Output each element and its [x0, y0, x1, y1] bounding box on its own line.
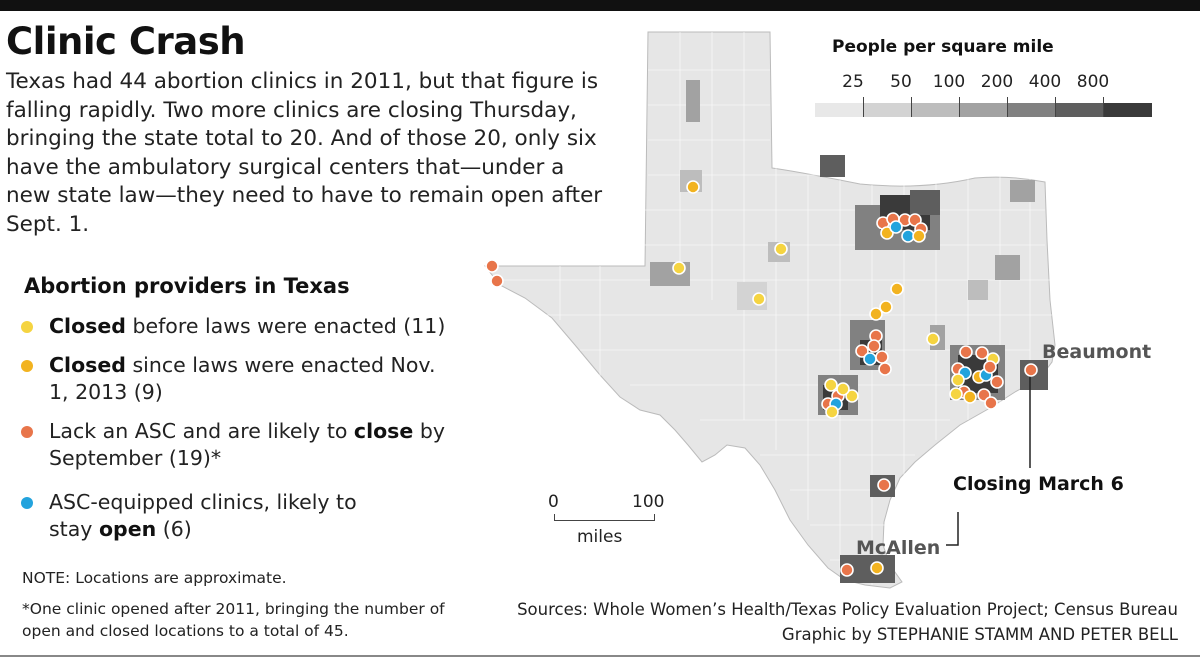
- closed-since-marker: [879, 300, 893, 314]
- orange-dot-icon: [21, 426, 33, 438]
- miles-scale-end: 100: [632, 492, 665, 512]
- legend-text: ASC-equipped clinics, likely to stay: [49, 490, 357, 541]
- likely-close-marker: [990, 375, 1004, 389]
- likely-close-marker: [984, 396, 998, 410]
- legend-bold: Closed: [49, 353, 126, 377]
- density-scale-tick-label: 100: [932, 72, 966, 92]
- miles-scale-unit: miles: [577, 527, 623, 547]
- callout-leader: [946, 368, 1031, 546]
- legend-title: Abortion providers in Texas: [24, 274, 350, 298]
- top-rule: [0, 0, 1200, 11]
- clinic-markers: [485, 180, 1038, 577]
- likely-close-marker: [840, 563, 854, 577]
- credit: Graphic by STEPHANIE STAMM AND PETER BEL…: [781, 625, 1178, 644]
- legend-bold: Closed: [49, 314, 126, 338]
- legend-bold: close: [353, 419, 414, 443]
- likely-close-marker: [959, 345, 973, 359]
- closing-callout: Closing March 6: [953, 473, 1124, 495]
- closed-since-marker: [686, 180, 700, 194]
- closed-since-marker: [890, 282, 904, 296]
- closed-before-marker: [672, 261, 686, 275]
- density-scale-tick-label: 50: [890, 72, 912, 92]
- sources: Sources: Whole Women’s Health/Texas Poli…: [517, 600, 1178, 619]
- legend-text: (6): [156, 517, 192, 541]
- likely-close-marker: [875, 350, 889, 364]
- orange-yellow-dot-icon: [21, 360, 33, 372]
- density-scale-mark: [1103, 97, 1104, 117]
- likely-close-marker: [490, 274, 504, 288]
- closed-before-marker: [825, 405, 839, 419]
- note: NOTE: Locations are approximate.: [22, 569, 287, 587]
- likely-close-marker: [877, 478, 891, 492]
- headline: Clinic Crash: [6, 20, 246, 63]
- legend-text: since laws were enacted Nov. 1, 2013 (9): [49, 353, 436, 404]
- texas-map: [483, 31, 1056, 589]
- density-scale-tick-label: 800: [1076, 72, 1110, 92]
- likely-close-marker: [975, 346, 989, 360]
- density-scale-mark: [911, 97, 912, 117]
- legend-text: by September (19)*: [49, 419, 445, 470]
- likely-close-marker: [878, 362, 892, 376]
- blue-dot-icon: [21, 497, 33, 509]
- asc-open-marker: [889, 220, 903, 234]
- closed-since-marker: [869, 307, 883, 321]
- density-scale-tick-label: 25: [842, 72, 864, 92]
- likely-close-marker: [855, 344, 869, 358]
- footnote: *One clinic opened after 2011, bringing …: [22, 600, 445, 640]
- intro-paragraph: Texas had 44 abortion clinics in 2011, b…: [6, 69, 603, 237]
- closed-before-marker: [752, 292, 766, 306]
- density-scale-segment: [911, 103, 960, 117]
- density-scale-mark: [959, 97, 960, 117]
- beaumont-label: Beaumont: [1042, 341, 1152, 363]
- density-scale-mark: [1055, 97, 1056, 117]
- density-scale-segment: [863, 103, 912, 117]
- density-scale-segment: [1103, 103, 1152, 117]
- density-scale-tick-label: 400: [1028, 72, 1062, 92]
- density-scale-segment: [1007, 103, 1056, 117]
- texas-outline: [483, 31, 1056, 589]
- legend-text: Lack an ASC and are likely to: [49, 419, 354, 443]
- likely-close-marker: [1024, 363, 1038, 377]
- likely-close-marker: [867, 339, 881, 353]
- mcallen-label: McAllen: [856, 537, 941, 559]
- miles-scale-bar: [554, 520, 654, 521]
- county-lines: [500, 32, 1052, 585]
- closed-before-marker: [949, 387, 963, 401]
- closed-before-marker: [926, 332, 940, 346]
- density-scale-title: People per square mile: [832, 37, 1054, 57]
- density-scale-segment: [1055, 103, 1104, 117]
- asc-open-marker: [863, 352, 877, 366]
- closed-before-marker: [845, 389, 859, 403]
- density-scale-mark: [863, 97, 864, 117]
- likely-close-marker: [983, 360, 997, 374]
- closed-since-marker: [912, 229, 926, 243]
- closed-before-marker: [824, 378, 838, 392]
- miles-scale-tick: [654, 514, 655, 521]
- closed-before-marker: [951, 373, 965, 387]
- closed-since-marker: [870, 561, 884, 575]
- bottom-rule: [0, 655, 1200, 657]
- miles-scale-tick: [554, 514, 555, 521]
- density-scale-mark: [1007, 97, 1008, 117]
- density-scale-tick-label: 200: [980, 72, 1014, 92]
- closed-before-marker: [836, 382, 850, 396]
- likely-close-marker: [485, 259, 499, 273]
- density-scale-segment: [815, 103, 864, 117]
- legend-bold: open: [98, 517, 157, 541]
- miles-scale-start: 0: [548, 492, 559, 512]
- closed-since-marker: [963, 390, 977, 404]
- density-scale-segment: [959, 103, 1008, 117]
- yellow-dot-icon: [21, 321, 33, 333]
- closed-before-marker: [774, 242, 788, 256]
- legend-text: before laws were enacted (11): [125, 314, 446, 338]
